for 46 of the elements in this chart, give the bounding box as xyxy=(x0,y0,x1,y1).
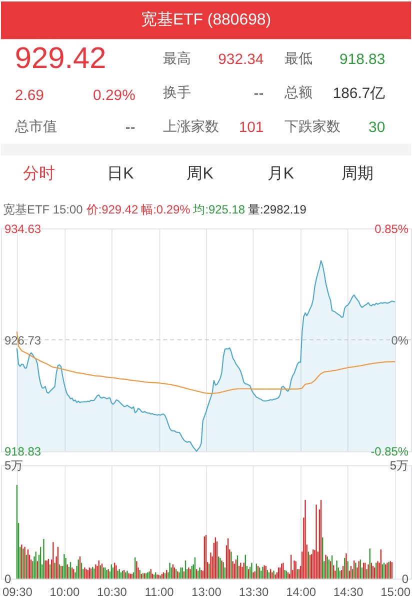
text: 月K xyxy=(267,166,294,183)
text: 186.7亿 xyxy=(332,84,386,102)
text: 价:929.42 xyxy=(85,202,139,216)
text: 929.42 xyxy=(14,42,106,76)
text: 2.69 xyxy=(14,86,44,104)
y-tick-label: 934.63 xyxy=(4,222,42,236)
text: 932.34 xyxy=(218,51,264,68)
y-tick-label: 918.83 xyxy=(4,444,42,459)
text: 30 xyxy=(368,118,386,136)
y2-tick-label: 0.85% xyxy=(374,222,409,236)
text: 总额 xyxy=(284,84,313,100)
text: 日K xyxy=(107,166,134,183)
text: 0.29% xyxy=(93,86,136,104)
text: 最高 xyxy=(163,50,192,66)
x-tick-label: 13:30 xyxy=(238,585,270,600)
y2-tick-label: 5万 xyxy=(390,458,409,473)
text: 918.83 xyxy=(340,51,386,68)
text: 周K xyxy=(186,166,214,183)
text: -- xyxy=(254,84,264,102)
y2-tick-label: -0.85% xyxy=(370,444,409,459)
x-tick-label: 14:30 xyxy=(333,585,364,600)
text: 宽基ETF (880698) xyxy=(140,10,272,28)
text: -- xyxy=(125,118,136,136)
text: 均:925.18 xyxy=(192,202,246,216)
x-tick-label: 10:00 xyxy=(50,585,80,600)
x-tick-label: 09:30 xyxy=(2,585,33,600)
text: 幅:0.29% xyxy=(141,202,191,216)
y-tick-label: 5万 xyxy=(4,458,24,473)
text: 分时 xyxy=(22,164,55,183)
x-tick-label: 11:00 xyxy=(144,585,174,600)
x-tick-label: 15:00 xyxy=(380,585,411,600)
y2-tick-label: 0 xyxy=(402,572,409,586)
text: 下跌家数 xyxy=(284,118,341,134)
text: 上涨家数 xyxy=(163,118,220,134)
y-tick-label: 0 xyxy=(4,572,12,586)
text: 最低 xyxy=(284,50,313,66)
text: 宽基ETF 15:00 xyxy=(2,202,84,216)
text: 总市值 xyxy=(14,118,57,134)
text: 换手 xyxy=(163,84,192,100)
text: 101 xyxy=(238,118,264,136)
x-tick-label: 14:00 xyxy=(286,585,316,600)
x-tick-label: 10:30 xyxy=(97,585,128,600)
text: 量:2982.19 xyxy=(248,202,307,216)
x-tick-label: 13:00 xyxy=(192,585,222,600)
text: 周期 xyxy=(341,164,374,183)
y2-tick-label: 0% xyxy=(391,333,409,348)
